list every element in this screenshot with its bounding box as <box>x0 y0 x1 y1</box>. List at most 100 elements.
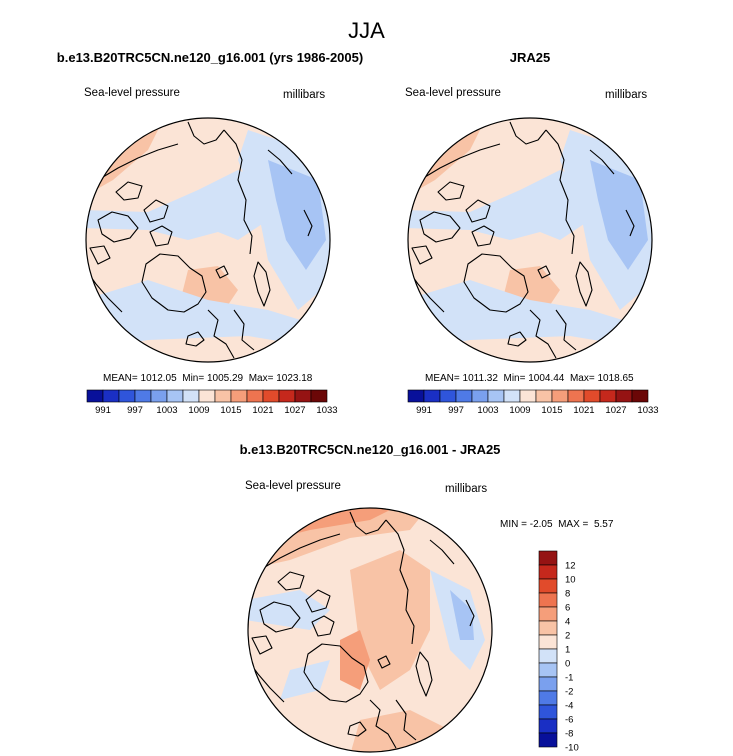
max-value: 1023.18 <box>276 373 313 384</box>
colorbar-tick-label: 1015 <box>541 405 562 416</box>
colorbar-tick-label: -2 <box>565 687 573 698</box>
colorbar-swatch <box>567 389 585 403</box>
colorbar-tick-label: 0 <box>565 659 570 670</box>
colorbar-swatch <box>310 389 328 403</box>
colorbar-swatch <box>583 389 601 403</box>
units-label-diff: millibars <box>445 483 488 495</box>
colorbar-tick-label: 1009 <box>509 405 530 416</box>
colorbar-swatch <box>538 732 558 748</box>
colorbar-obs: 991 997 1003 1009 1015 1021 1027 1033 <box>407 389 659 416</box>
colorbar-swatch <box>599 389 617 403</box>
max-value: 1018.65 <box>597 373 634 384</box>
mean-value: 1011.32 <box>462 373 498 384</box>
colorbar-swatch <box>538 550 558 566</box>
colorbar-swatch <box>262 389 280 403</box>
colorbar-tick-label: 1033 <box>637 405 658 416</box>
colorbar-swatch <box>519 389 537 403</box>
min-value: -2.05 <box>529 519 553 530</box>
colorbar-tick-label: 1027 <box>284 405 305 416</box>
colorbar-swatch <box>487 389 505 403</box>
colorbar-swatch <box>294 389 312 403</box>
colorbar-swatch <box>538 704 558 720</box>
colorbar-tick-label: 1027 <box>605 405 626 416</box>
colorbar-tick-label: 6 <box>565 603 570 614</box>
map-model <box>85 117 331 363</box>
colorbar-swatch <box>230 389 248 403</box>
colorbar-swatch <box>538 648 558 664</box>
colorbar-tick-label: 4 <box>565 617 570 628</box>
max-label: Max= <box>569 373 595 384</box>
stats-model: MEAN= 1012.05 Min= 1005.29 Max= 1023.18 <box>103 373 312 384</box>
colorbar-swatch <box>134 389 152 403</box>
colorbar-swatch <box>102 389 120 403</box>
stats-obs: MEAN= 1011.32 Min= 1004.44 Max= 1018.65 <box>425 373 634 384</box>
min-value: 1005.29 <box>206 373 244 384</box>
colorbar-swatch <box>538 690 558 706</box>
panel-title-diff: b.e13.B20TRC5CN.ne120_g16.001 - JRA25 <box>239 442 501 457</box>
panel-title-model: b.e13.B20TRC5CN.ne120_g16.001 (yrs 1986-… <box>56 50 364 65</box>
colorbar-swatch <box>439 389 457 403</box>
colorbar-swatch <box>166 389 184 403</box>
colorbar-swatch <box>538 606 558 622</box>
min-label: MIN = <box>500 519 527 530</box>
units-label-model: millibars <box>283 89 326 101</box>
colorbar-swatch <box>86 389 104 403</box>
colorbar-swatch <box>214 389 232 403</box>
colorbar-tick-label: -1 <box>565 673 573 684</box>
colorbar-swatch <box>538 578 558 594</box>
min-value: 1004.44 <box>528 373 565 384</box>
colorbar-swatch <box>150 389 168 403</box>
colorbar-swatch <box>278 389 296 403</box>
variable-label-obs: Sea-level pressure <box>405 87 501 99</box>
colorbar-swatch <box>615 389 633 403</box>
colorbar-swatch <box>538 662 558 678</box>
colorbar-swatch <box>631 389 649 403</box>
mean-label: MEAN= <box>103 373 138 384</box>
colorbar-tick-label: 8 <box>565 589 570 600</box>
colorbar-tick-label: -8 <box>565 729 573 740</box>
colorbar-swatch <box>455 389 473 403</box>
colorbar-swatch <box>538 718 558 734</box>
colorbar-tick-label: 991 <box>416 405 432 416</box>
panel-title-obs: JRA25 <box>509 50 551 65</box>
colorbar-swatch <box>535 389 553 403</box>
colorbar-swatch <box>246 389 264 403</box>
colorbar-tick-label: 2 <box>565 631 570 642</box>
variable-label-diff: Sea-level pressure <box>245 480 341 492</box>
colorbar-tick-label: -10 <box>565 743 579 754</box>
colorbar-swatch <box>538 634 558 650</box>
max-value: 5.57 <box>593 519 614 530</box>
colorbar-tick-label: 1015 <box>220 405 241 416</box>
colorbar-swatch <box>423 389 441 403</box>
colorbar-tick-label: 997 <box>127 405 143 416</box>
colorbar-tick-label: 12 <box>565 561 576 572</box>
min-label: Min= <box>182 373 205 384</box>
colorbar-tick-label: 1003 <box>156 405 177 416</box>
mean-value: 1012.05 <box>140 373 177 384</box>
map-obs <box>407 117 653 363</box>
max-label: Max= <box>248 373 274 384</box>
colorbar-tick-label: 991 <box>95 405 111 416</box>
colorbar-swatch <box>538 620 558 636</box>
colorbar-swatch <box>198 389 216 403</box>
colorbar-swatch <box>538 564 558 580</box>
max-label: MAX = <box>558 519 589 530</box>
colorbar-tick-label: 1003 <box>477 405 498 416</box>
colorbar-tick-label: 1033 <box>316 405 337 416</box>
colorbar-tick-label: -6 <box>565 715 573 726</box>
map-diff <box>247 507 493 753</box>
colorbar-swatch <box>538 592 558 608</box>
colorbar-tick-label: 1 <box>565 645 570 656</box>
colorbar-tick-label: -4 <box>565 701 573 712</box>
colorbar-swatch <box>182 389 200 403</box>
colorbar-tick-label: 1009 <box>188 405 209 416</box>
colorbar-tick-label: 997 <box>448 405 464 416</box>
colorbar-model: 991 997 1003 1009 1015 1021 1027 1033 <box>86 389 338 416</box>
colorbar-tick-label: 1021 <box>252 405 273 416</box>
stats-diff: MIN = -2.05 MAX = 5.57 <box>500 519 613 530</box>
colorbar-swatch <box>118 389 136 403</box>
colorbar-swatch <box>551 389 569 403</box>
